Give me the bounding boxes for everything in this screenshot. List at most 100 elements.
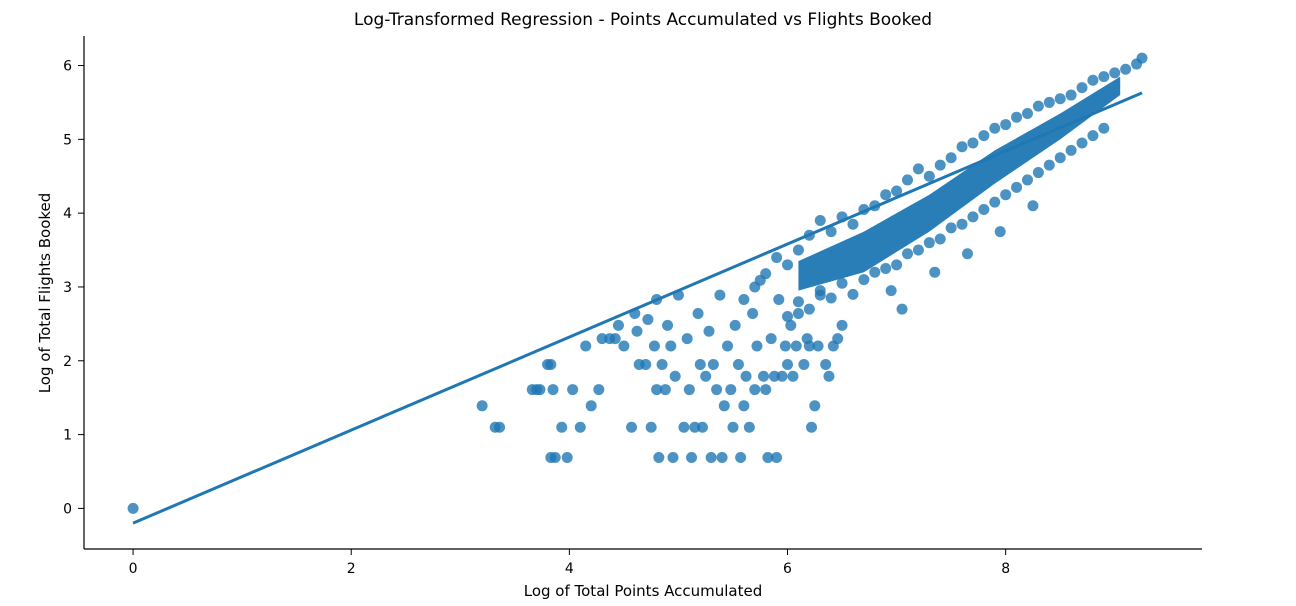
scatter-point (771, 451, 783, 463)
scatter-point (1054, 152, 1066, 164)
y-tick-label: 2 (63, 354, 72, 370)
scatter-point (782, 310, 794, 322)
scatter-point (609, 333, 621, 345)
scatter-point (1021, 174, 1033, 186)
scatter-point (703, 325, 715, 337)
scatter-point (749, 281, 761, 293)
scatter-point (1065, 89, 1077, 101)
scatter-point (836, 277, 848, 289)
scatter-point (792, 244, 804, 256)
x-axis-ticks: 0 2 4 6 8 (129, 549, 1010, 577)
scatter-point (722, 340, 734, 352)
scatter-point (732, 358, 744, 370)
x-tick-label: 8 (1001, 561, 1010, 577)
scatter-point (1021, 108, 1033, 120)
scatter-point (956, 218, 968, 230)
scatter-point (929, 266, 941, 278)
scatter-point (642, 313, 654, 325)
scatter-point (923, 170, 935, 182)
scatter-point (832, 333, 844, 345)
scatter-point (1000, 189, 1012, 201)
scatter-point (648, 340, 660, 352)
scatter-point (656, 358, 668, 370)
scatter-point (1011, 181, 1023, 193)
scatter-point (580, 340, 592, 352)
scatter-point (561, 451, 573, 463)
scatter-point (667, 451, 679, 463)
scatter-point (902, 174, 914, 186)
scatter-point (696, 421, 708, 433)
scatter-point (806, 421, 818, 433)
scatter-point (705, 451, 717, 463)
scatter-point (1087, 74, 1099, 86)
scatter-point (593, 384, 605, 396)
dense-cluster (798, 76, 1121, 291)
dense-cluster-fill (798, 76, 1121, 291)
scatter-point (923, 237, 935, 249)
scatter-point (574, 421, 586, 433)
scatter-point (803, 303, 815, 315)
scatter-point (626, 421, 638, 433)
scatter-point (476, 400, 488, 412)
scatter-points (127, 52, 1148, 514)
scatter-point (1109, 67, 1121, 79)
scatter-point (659, 384, 671, 396)
scatter-point (1032, 100, 1044, 112)
scatter-point (912, 244, 924, 256)
scatter-point (1011, 111, 1023, 123)
scatter-point (961, 248, 973, 260)
scatter-point (896, 303, 908, 315)
scatter-point (127, 502, 139, 514)
scatter-point (1000, 119, 1012, 131)
scatter-point (825, 292, 837, 304)
scatter-point (714, 289, 726, 301)
y-tick-label: 4 (63, 206, 72, 222)
scatter-point (738, 294, 750, 306)
scatter-point (1120, 63, 1132, 75)
scatter-point (618, 340, 630, 352)
scatter-point (967, 211, 979, 223)
scatter-point (782, 358, 794, 370)
y-axis-title: Log of Total Flights Booked (36, 193, 54, 394)
scatter-point (978, 130, 990, 142)
scatter-point (989, 196, 1001, 208)
scatter-point (669, 370, 681, 382)
scatter-point (725, 384, 737, 396)
scatter-point (912, 163, 924, 175)
scatter-point (934, 233, 946, 245)
scatter-point (689, 421, 701, 433)
scatter-point (967, 137, 979, 149)
chart-title: Log-Transformed Regression - Points Accu… (354, 10, 932, 30)
y-tick-label: 1 (63, 428, 72, 444)
scatter-point (934, 159, 946, 171)
scatter-point (494, 421, 506, 433)
scatter-point (678, 421, 690, 433)
scatter-point (1076, 137, 1088, 149)
scatter-point (790, 340, 802, 352)
scatter-point (651, 384, 663, 396)
y-tick-label: 5 (63, 132, 72, 148)
scatter-point (549, 451, 561, 463)
scatter-point (891, 185, 903, 197)
scatter-point (787, 370, 799, 382)
scatter-point (727, 421, 739, 433)
scatter-point (765, 333, 777, 345)
scatter-point (812, 340, 824, 352)
scatter-point (534, 384, 546, 396)
scatter-point (1098, 122, 1110, 134)
scatter-point (1076, 82, 1088, 94)
scatter-point (707, 358, 719, 370)
scatter-point (1087, 130, 1099, 142)
scatter-point (814, 215, 826, 227)
scatter-point (760, 384, 772, 396)
scatter-point (738, 400, 750, 412)
scatter-point (1043, 96, 1055, 108)
scatter-point (716, 451, 728, 463)
scatter-point (989, 122, 1001, 134)
scatter-point (729, 319, 741, 331)
scatter-point (776, 370, 788, 382)
scatter-point (773, 294, 785, 306)
scatter-point (556, 421, 568, 433)
x-tick-label: 2 (347, 561, 356, 577)
scatter-point (880, 189, 892, 201)
